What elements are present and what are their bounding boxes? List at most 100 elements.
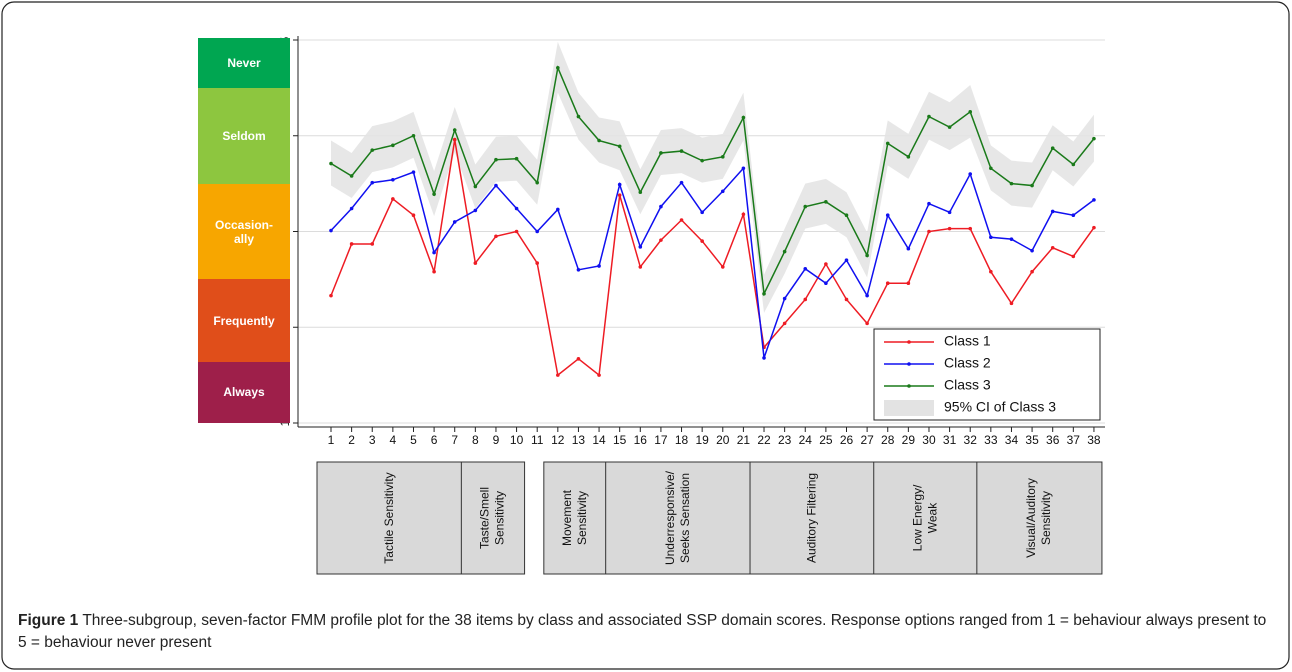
point: [576, 268, 581, 272]
caption-text: Three-subgroup, seven-factor FMM profile…: [18, 612, 1267, 651]
x-tick-label: 2: [348, 433, 355, 447]
point: [370, 242, 375, 246]
point: [1092, 225, 1096, 230]
x-tick-label: 7: [451, 433, 458, 447]
point: [556, 207, 560, 212]
x-tick-label: 20: [716, 433, 730, 447]
point: [432, 192, 436, 196]
x-tick-label: 4: [390, 433, 397, 447]
point: [597, 373, 601, 377]
x-tick-label: 12: [551, 433, 565, 447]
point: [432, 269, 436, 274]
point: [824, 281, 828, 286]
response-band: Frequently: [198, 279, 290, 362]
x-tick-label: 1: [328, 433, 335, 447]
point: [638, 265, 643, 269]
point: [452, 220, 457, 224]
response-band: Never: [198, 38, 290, 88]
point: [617, 182, 622, 187]
x-tick-label: 3: [369, 433, 376, 447]
point: [1092, 136, 1096, 141]
point: [782, 249, 787, 254]
x-tick-label: 23: [778, 433, 792, 447]
x-tick-label: 14: [592, 433, 606, 447]
point: [906, 155, 911, 159]
legend-label: 95% CI of Class 3: [944, 399, 1056, 415]
point: [370, 180, 375, 185]
domain-box: [976, 461, 1103, 575]
point: [803, 204, 808, 209]
point: [968, 172, 973, 176]
point: [927, 201, 931, 206]
point: [865, 321, 869, 326]
domain-label: Underresponsive/: [663, 470, 677, 565]
caption: Figure 1 Three-subgroup, seven-factor FM…: [18, 610, 1268, 654]
point: [349, 242, 354, 246]
point: [782, 321, 787, 326]
point: [844, 258, 849, 263]
point: [452, 128, 457, 132]
point: [762, 291, 766, 296]
x-tick-label: 16: [634, 433, 648, 447]
point: [473, 261, 478, 265]
point: [535, 261, 539, 265]
x-tick-label: 27: [860, 433, 874, 447]
point: [349, 174, 354, 178]
point: [1030, 183, 1034, 188]
caption-label: Figure 1: [18, 612, 79, 629]
x-tick-label: 35: [1025, 433, 1039, 447]
response-band: Seldom: [198, 87, 290, 184]
point: [556, 373, 560, 377]
point: [1050, 245, 1055, 250]
domain-box: [543, 461, 608, 575]
response-band: Always: [198, 361, 290, 423]
point: [1092, 198, 1096, 202]
point: [617, 144, 622, 149]
point: [885, 141, 890, 146]
domain-label: Auditory Filtering: [805, 473, 819, 563]
point: [411, 133, 416, 138]
x-tick-label: 28: [881, 433, 895, 447]
series-line: [330, 65, 1095, 297]
x-tick-label: 34: [1005, 433, 1019, 447]
point: [576, 114, 581, 119]
x-tick-label: 32: [964, 433, 978, 447]
point: [720, 189, 725, 194]
x-tick-label: 10: [510, 433, 524, 447]
point: [535, 229, 539, 234]
point: [989, 269, 993, 274]
point: [700, 158, 704, 163]
point: [989, 235, 993, 240]
legend-swatch: [884, 400, 934, 416]
x-tick-label: 22: [757, 433, 771, 447]
point: [803, 297, 808, 302]
x-tick-label: 36: [1046, 433, 1060, 447]
point: [494, 234, 498, 239]
domain-label: Taste/Smell: [478, 487, 492, 549]
point: [741, 212, 746, 217]
point: [411, 170, 416, 174]
point: [432, 250, 436, 255]
point: [1030, 269, 1034, 274]
domain-label: Visual/Auditory: [1024, 478, 1038, 558]
point: [906, 281, 911, 286]
point: [638, 245, 643, 249]
point: [1071, 254, 1076, 259]
legend-point: [907, 384, 911, 388]
point: [638, 190, 643, 195]
point: [659, 204, 663, 209]
point: [349, 206, 354, 211]
point: [885, 281, 890, 286]
point: [576, 357, 581, 361]
x-tick-label: 26: [840, 433, 854, 447]
x-tick-label: 33: [984, 433, 998, 447]
point: [452, 137, 457, 142]
domain-label: Sensitivity: [575, 491, 589, 545]
point: [865, 253, 869, 258]
point: [514, 156, 519, 161]
domain-label: Sensitivity: [1039, 491, 1053, 545]
point: [803, 267, 808, 271]
x-tick-label: 25: [819, 433, 833, 447]
x-tick-label: 13: [572, 433, 586, 447]
